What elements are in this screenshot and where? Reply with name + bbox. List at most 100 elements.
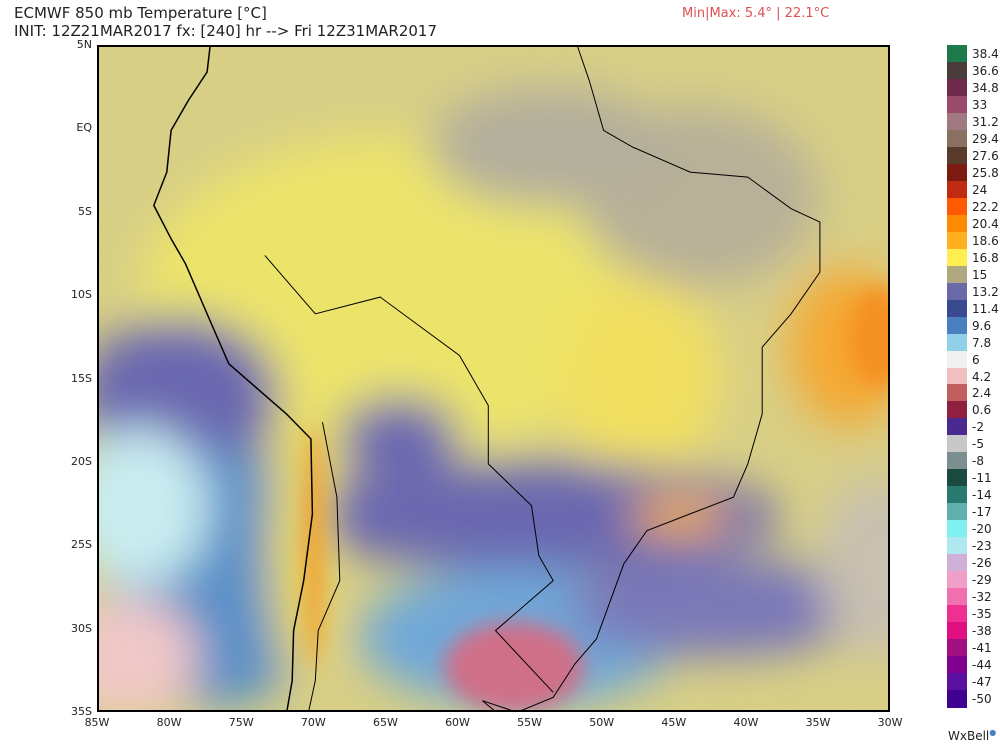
colorbar-swatch: [947, 95, 967, 114]
lon-label: 70W: [300, 716, 326, 729]
colorbar-swatch: [947, 639, 967, 658]
colorbar-label: 13.2: [972, 284, 999, 299]
colorbar-swatch: [947, 486, 967, 505]
min-max-readout: Min|Max: 5.4° | 22.1°C: [682, 6, 830, 21]
colorbar-swatch: [947, 265, 967, 284]
colorbar-label: 22.2: [972, 199, 999, 214]
colorbar-label: -29: [972, 573, 992, 588]
colorbar-label: -17: [972, 505, 992, 520]
colorbar-swatch: [947, 384, 967, 403]
colorbar-label: 31.2: [972, 114, 999, 129]
lat-label: 5S: [78, 204, 92, 218]
lon-label: 50W: [589, 716, 615, 729]
colorbar-label: 15: [972, 267, 988, 282]
lat-label: 20S: [71, 455, 92, 468]
colorbar-label: 24: [972, 182, 988, 197]
colorbar-label: 29.4: [972, 131, 999, 146]
lat-label: 35S: [71, 705, 92, 719]
colorbar-label: -11: [972, 471, 992, 486]
colorbar-swatch: [947, 673, 967, 692]
colorbar-label: -2: [972, 420, 984, 435]
colorbar-label: -32: [972, 590, 992, 605]
map-title: ECMWF 850 mb Temperature [°C]: [14, 4, 267, 22]
lon-label: 35W: [805, 716, 831, 729]
colorbar-label: -38: [972, 624, 992, 639]
colorbar-swatch: [947, 197, 967, 216]
colorbar-swatch: [947, 520, 967, 539]
colorbar-swatch: [947, 333, 967, 352]
colorbar-label: -44: [972, 658, 992, 673]
colorbar-swatch: [947, 690, 967, 708]
country-border: [264, 255, 554, 693]
colorbar-swatch: [947, 554, 967, 573]
colorbar-swatch: [947, 452, 967, 471]
colorbar-swatch: [947, 214, 967, 233]
colorbar-label: -5: [972, 437, 984, 452]
colorbar-label: -23: [972, 539, 992, 554]
colorbar-label: 38.4: [972, 47, 999, 61]
colorbar-swatch: [947, 350, 967, 369]
colorbar-swatch: [947, 418, 967, 437]
lat-label: 30S: [71, 621, 92, 635]
colorbar-label: 16.8: [972, 250, 999, 265]
colorbar-label: 7.8: [972, 335, 992, 350]
brand-text: WxBell: [948, 729, 990, 743]
wxbell-logo: WxBell●: [948, 728, 997, 743]
lat-label: 15S: [71, 371, 92, 385]
lat-label: 25S: [71, 538, 92, 552]
colorbar-swatch: [947, 316, 967, 335]
colorbar-label: 25.8: [972, 165, 999, 180]
colorbar-swatch: [947, 503, 967, 522]
colorbar-swatch: [947, 248, 967, 267]
colorbar-label: 20.4: [972, 216, 999, 231]
colorbar-swatch: [947, 45, 967, 63]
lon-label: 40W: [733, 716, 759, 729]
lon-label: 60W: [445, 716, 470, 729]
colorbar-label: 18.6: [972, 233, 999, 248]
colorbar-swatch: [947, 537, 967, 556]
colorbar-swatch: [947, 231, 967, 250]
colorbar-swatch: [947, 401, 967, 420]
temperature-map: [97, 45, 890, 712]
colorbar-swatch: [947, 367, 967, 386]
colorbar-swatch: [947, 78, 967, 97]
colorbar-label: 9.6: [972, 318, 992, 333]
map-subtitle: INIT: 12Z21MAR2017 fx: [240] hr --> Fri …: [14, 22, 437, 40]
colorbar-label: 27.6: [972, 148, 999, 163]
lat-label: EQ: [76, 121, 92, 135]
colorbar-swatch: [947, 656, 967, 675]
colorbar-label: -20: [972, 522, 992, 537]
colorbar-label: 11.4: [972, 301, 999, 316]
colorbar-label: -26: [972, 556, 992, 571]
colorbar-label: -47: [972, 675, 992, 690]
colorbar-label: 6: [972, 352, 980, 367]
colorbar-swatch: [947, 180, 967, 199]
lon-label: 80W: [156, 716, 182, 729]
lon-label: 30W: [877, 716, 903, 729]
lon-label: 45W: [661, 716, 687, 729]
colorbar-label: -8: [972, 454, 984, 469]
lon-label: 65W: [372, 716, 398, 729]
lon-label: 55W: [517, 716, 543, 729]
temperature-field: [99, 87, 888, 710]
colorbar-label: -41: [972, 641, 992, 656]
lon-label: 85W: [84, 716, 110, 729]
colorbar-swatch: [947, 605, 967, 624]
map-canvas: [99, 47, 888, 710]
colorbar-swatch: [947, 469, 967, 488]
colorbar-swatch: [947, 299, 967, 318]
colorbar-label: 34.8: [972, 80, 999, 95]
country-border: [482, 47, 821, 710]
colorbar-label: -35: [972, 607, 992, 622]
colorbar-label: 0.6: [972, 403, 992, 418]
colorbar-swatch: [947, 622, 967, 641]
colorbar-swatch: [947, 129, 967, 148]
colorbar: [947, 45, 967, 708]
colorbar-label: 33: [972, 97, 988, 112]
colorbar-swatch: [947, 146, 967, 165]
country-border: [308, 422, 341, 710]
colorbar-swatch: [947, 61, 967, 80]
lat-label: 10S: [71, 288, 92, 302]
colorbar-label: -14: [972, 488, 992, 503]
colorbar-label: 36.6: [972, 63, 999, 78]
